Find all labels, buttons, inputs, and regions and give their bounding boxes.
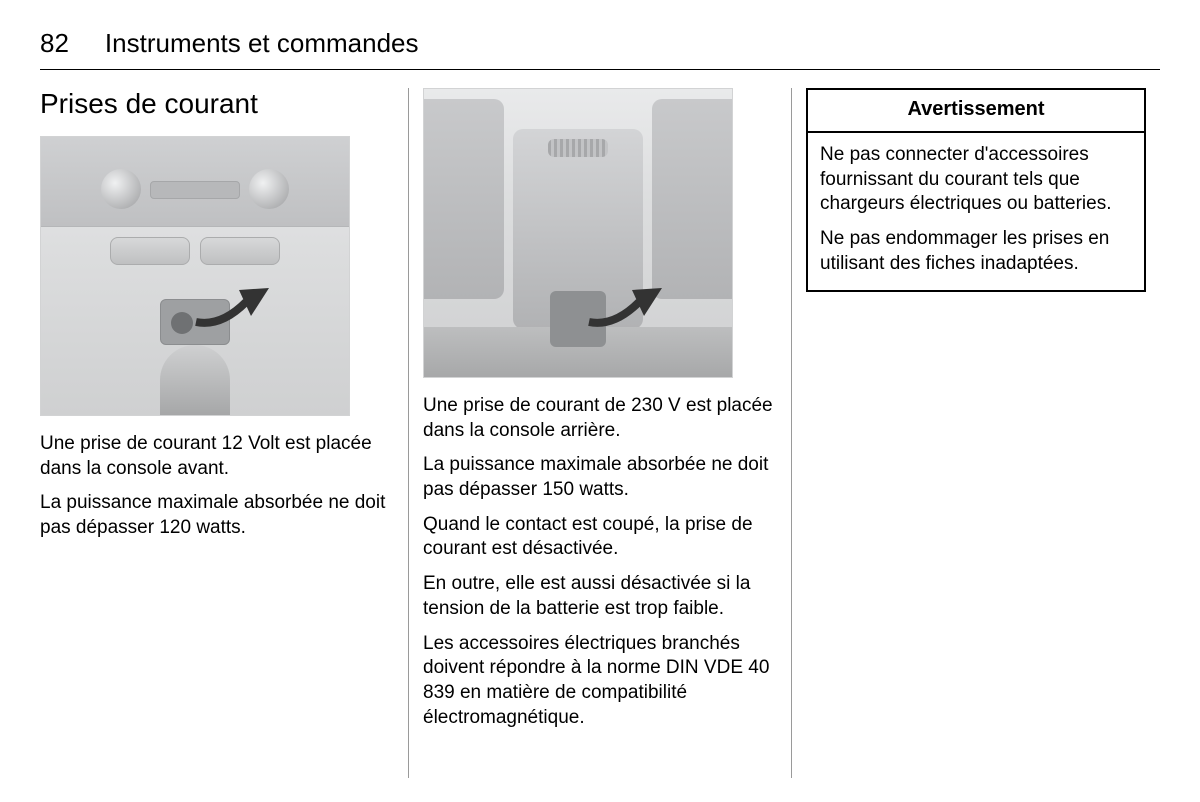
manual-page: 82 Instruments et commandes Prises de co…: [0, 0, 1200, 802]
gear-knob-icon: [160, 345, 230, 415]
column-3: Avertissement Ne pas connecter d'accesso…: [791, 88, 1160, 778]
warning-paragraph: Ne pas endommager les prises en utilisan…: [820, 227, 1132, 276]
paragraph: Une prise de courant de 230 V est placée…: [423, 394, 777, 443]
speaker-grill-icon: [548, 139, 608, 157]
paragraph: Quand le contact est coupé, la prise de …: [423, 513, 777, 562]
illustration-front-outlet: [40, 136, 350, 416]
warning-paragraph: Ne pas connecter d'accessoires fournissa…: [820, 143, 1132, 217]
paragraph: La puissance maximale absorbée ne doit p…: [40, 491, 394, 540]
paragraph: Les accessoires électriques branchés doi…: [423, 632, 777, 731]
seat-icon: [423, 99, 504, 299]
button-icon: [200, 237, 280, 265]
outlet-socket-icon: [171, 312, 193, 334]
column-2: Une prise de courant de 230 V est placée…: [408, 88, 791, 778]
knob-icon: [101, 169, 141, 209]
button-row: [110, 237, 280, 265]
arrow-icon: [191, 282, 281, 337]
section-title: Prises de courant: [40, 88, 394, 120]
page-header: 82 Instruments et commandes: [40, 28, 1160, 70]
chapter-title: Instruments et commandes: [105, 28, 419, 59]
knob-icon: [249, 169, 289, 209]
warning-body: Ne pas connecter d'accessoires fournissa…: [808, 133, 1144, 290]
paragraph: La puissance maximale absorbée ne doit p…: [423, 453, 777, 502]
content-columns: Prises de courant: [40, 88, 1160, 778]
paragraph: Une prise de courant 12 Volt est placée …: [40, 432, 394, 481]
page-number: 82: [40, 28, 69, 59]
slot-icon: [150, 181, 240, 199]
button-icon: [110, 237, 190, 265]
warning-box: Avertissement Ne pas connecter d'accesso…: [806, 88, 1146, 292]
illustration-rear-outlet: [423, 88, 733, 378]
column-1: Prises de courant: [40, 88, 408, 778]
warning-title: Avertissement: [808, 90, 1144, 133]
arrow-icon: [584, 282, 674, 337]
seat-icon: [652, 99, 733, 299]
paragraph: En outre, elle est aussi désactivée si l…: [423, 572, 777, 621]
